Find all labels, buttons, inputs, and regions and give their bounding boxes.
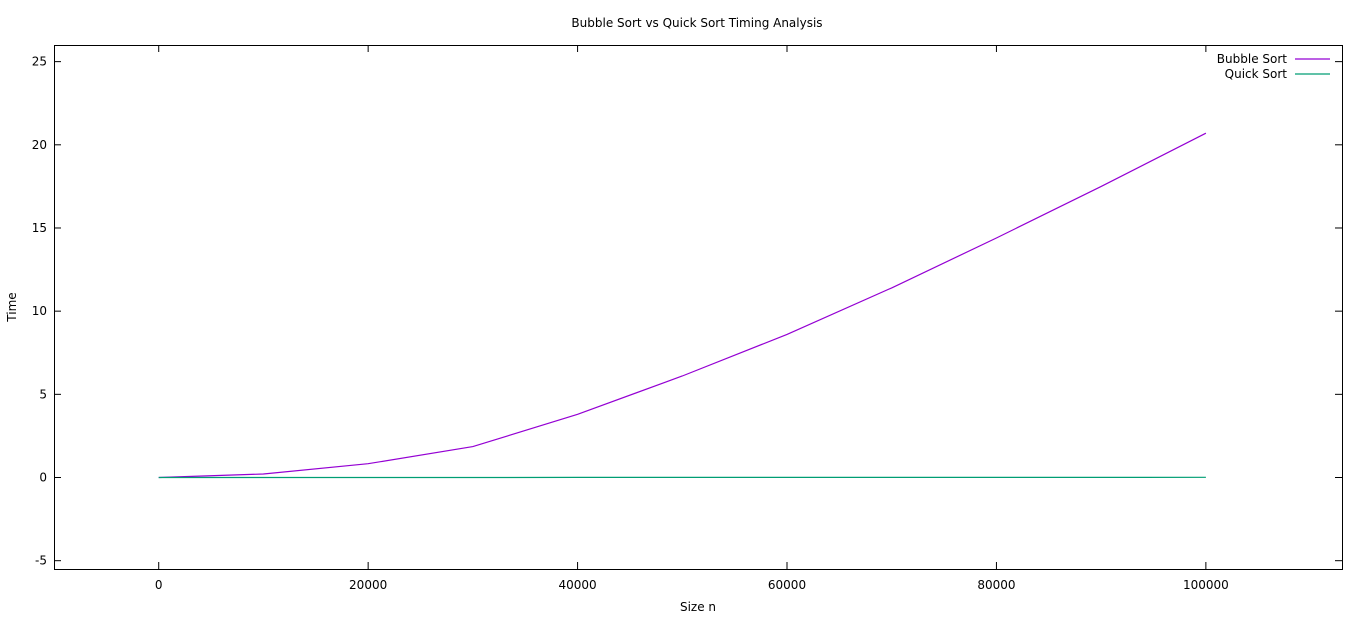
plot-frame	[54, 45, 1343, 570]
y-tick-label: 0	[39, 471, 47, 485]
series-line-bubble-sort	[158, 132, 1207, 479]
y-tick-label: 10	[32, 304, 47, 318]
x-tick-label: 40000	[558, 578, 596, 592]
y-axis-label: Time	[5, 292, 19, 322]
y-tick-label: 15	[32, 221, 47, 235]
x-axis-label: Size n	[680, 600, 716, 614]
x-tick-label: 100000	[1183, 578, 1229, 592]
y-tick-label: 20	[32, 138, 47, 152]
series-layer	[158, 132, 1207, 479]
y-tick-label: 25	[32, 55, 47, 69]
legend-label-quick-sort: Quick Sort	[1225, 67, 1288, 81]
chart-title: Bubble Sort vs Quick Sort Timing Analysi…	[571, 16, 822, 30]
x-tick-label: 20000	[349, 578, 387, 592]
tick-layer: 0 20000 40000 60000 80000 100000 -5 0 5 10 15 20 25	[32, 45, 1342, 592]
y-tick-label: -5	[35, 554, 47, 568]
x-tick-label: 80000	[977, 578, 1015, 592]
x-tick-label: 0	[155, 578, 163, 592]
x-tick-label: 60000	[768, 578, 806, 592]
legend-label-bubble-sort: Bubble Sort	[1217, 52, 1287, 66]
y-tick-label: 5	[39, 387, 47, 401]
